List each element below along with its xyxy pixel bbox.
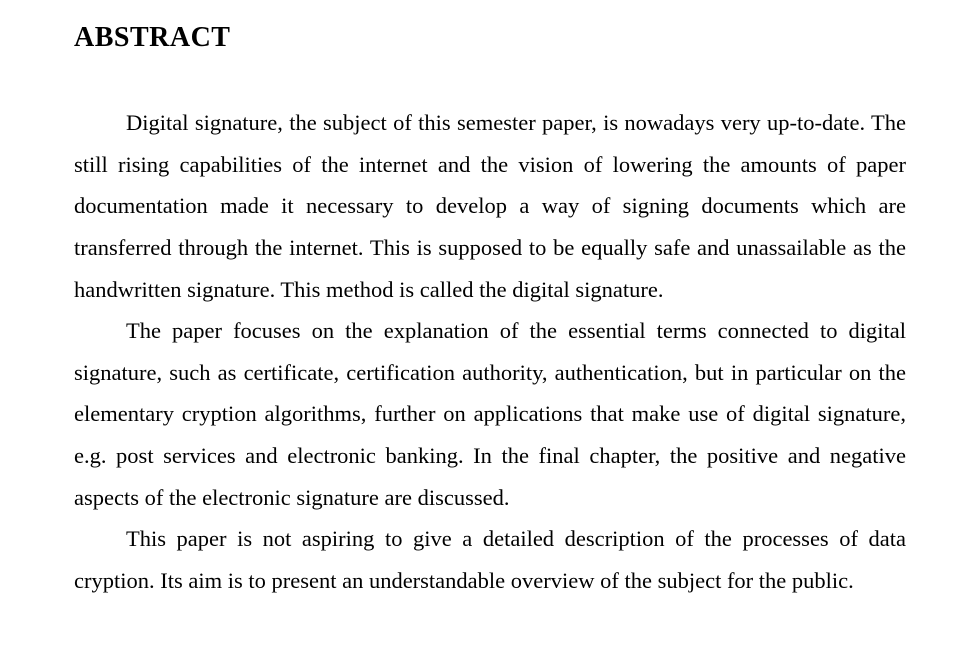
paragraph-2: The paper focuses on the explanation of … xyxy=(74,310,906,518)
abstract-heading: ABSTRACT xyxy=(74,22,906,54)
paragraph-3: This paper is not aspiring to give a det… xyxy=(74,518,906,601)
paragraph-1: Digital signature, the subject of this s… xyxy=(74,102,906,310)
abstract-body: Digital signature, the subject of this s… xyxy=(74,102,906,602)
document-page: ABSTRACT Digital signature, the subject … xyxy=(0,0,960,602)
